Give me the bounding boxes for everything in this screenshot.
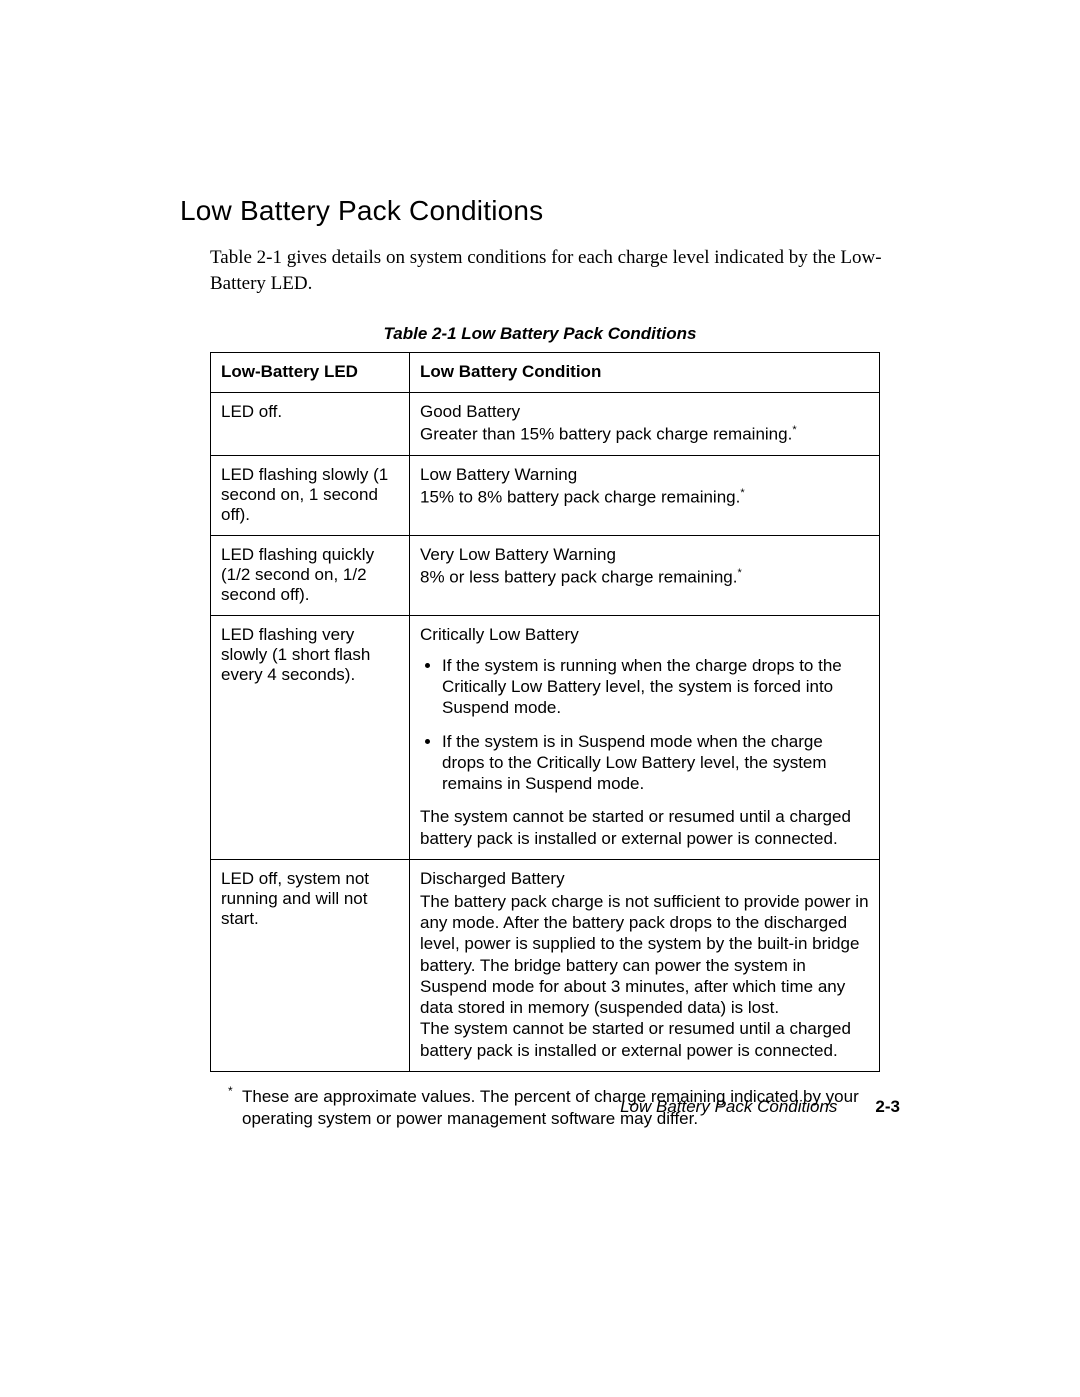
condition-body: The battery pack charge is not sufficien… xyxy=(420,891,869,1061)
bullet-item: If the system is running when the charge… xyxy=(442,655,869,719)
cell-condition: Good Battery Greater than 15% battery pa… xyxy=(410,393,880,456)
cell-led: LED flashing quickly (1/2 second on, 1/2… xyxy=(211,535,410,615)
page: Low Battery Pack Conditions Table 2-1 gi… xyxy=(0,0,1080,1397)
condition-line: 8% or less battery pack charge remaining… xyxy=(420,567,869,588)
table-row: LED flashing slowly (1 second on, 1 seco… xyxy=(211,455,880,535)
section-heading: Low Battery Pack Conditions xyxy=(180,195,900,227)
cell-led: LED flashing slowly (1 second on, 1 seco… xyxy=(211,455,410,535)
condition-title: Very Low Battery Warning xyxy=(420,545,869,565)
condition-title: Discharged Battery xyxy=(420,869,869,889)
condition-line: 15% to 8% battery pack charge remaining.… xyxy=(420,487,869,508)
condition-text: Greater than 15% battery pack charge rem… xyxy=(420,425,792,444)
footnote-star-icon: * xyxy=(792,424,796,436)
cell-led: LED off. xyxy=(211,393,410,456)
bullet-item: If the system is in Suspend mode when th… xyxy=(442,731,869,795)
table-caption: Table 2-1 Low Battery Pack Conditions xyxy=(180,324,900,344)
page-footer: Low Battery Pack Conditions 2-3 xyxy=(0,1097,1080,1117)
condition-text: 15% to 8% battery pack charge remaining. xyxy=(420,488,740,507)
cell-condition: Critically Low Battery If the system is … xyxy=(410,615,880,859)
col-header-condition: Low Battery Condition xyxy=(410,353,880,393)
footer-page-number: 2-3 xyxy=(875,1097,900,1117)
condition-title: Critically Low Battery xyxy=(420,625,869,645)
cell-condition: Very Low Battery Warning 8% or less batt… xyxy=(410,535,880,615)
footnote-star-icon: * xyxy=(740,487,744,499)
footnote-star-icon: * xyxy=(738,567,742,579)
condition-bullets: If the system is running when the charge… xyxy=(420,655,869,795)
table-row: LED flashing quickly (1/2 second on, 1/2… xyxy=(211,535,880,615)
cell-condition: Discharged Battery The battery pack char… xyxy=(410,859,880,1071)
footer-title: Low Battery Pack Conditions xyxy=(620,1097,837,1117)
battery-table: Low-Battery LED Low Battery Condition LE… xyxy=(210,352,880,1072)
condition-trailing: The system cannot be started or resumed … xyxy=(420,806,869,849)
condition-line: Greater than 15% battery pack charge rem… xyxy=(420,424,869,445)
cell-condition: Low Battery Warning 15% to 8% battery pa… xyxy=(410,455,880,535)
intro-paragraph: Table 2-1 gives details on system condit… xyxy=(210,245,890,296)
table-row: LED flashing very slowly (1 short flash … xyxy=(211,615,880,859)
condition-text: 8% or less battery pack charge remaining… xyxy=(420,568,738,587)
table-row: LED off, system not running and will not… xyxy=(211,859,880,1071)
condition-title: Low Battery Warning xyxy=(420,465,869,485)
table-header-row: Low-Battery LED Low Battery Condition xyxy=(211,353,880,393)
table-row: LED off. Good Battery Greater than 15% b… xyxy=(211,393,880,456)
condition-title: Good Battery xyxy=(420,402,869,422)
cell-led: LED off, system not running and will not… xyxy=(211,859,410,1071)
cell-led: LED flashing very slowly (1 short flash … xyxy=(211,615,410,859)
col-header-led: Low-Battery LED xyxy=(211,353,410,393)
